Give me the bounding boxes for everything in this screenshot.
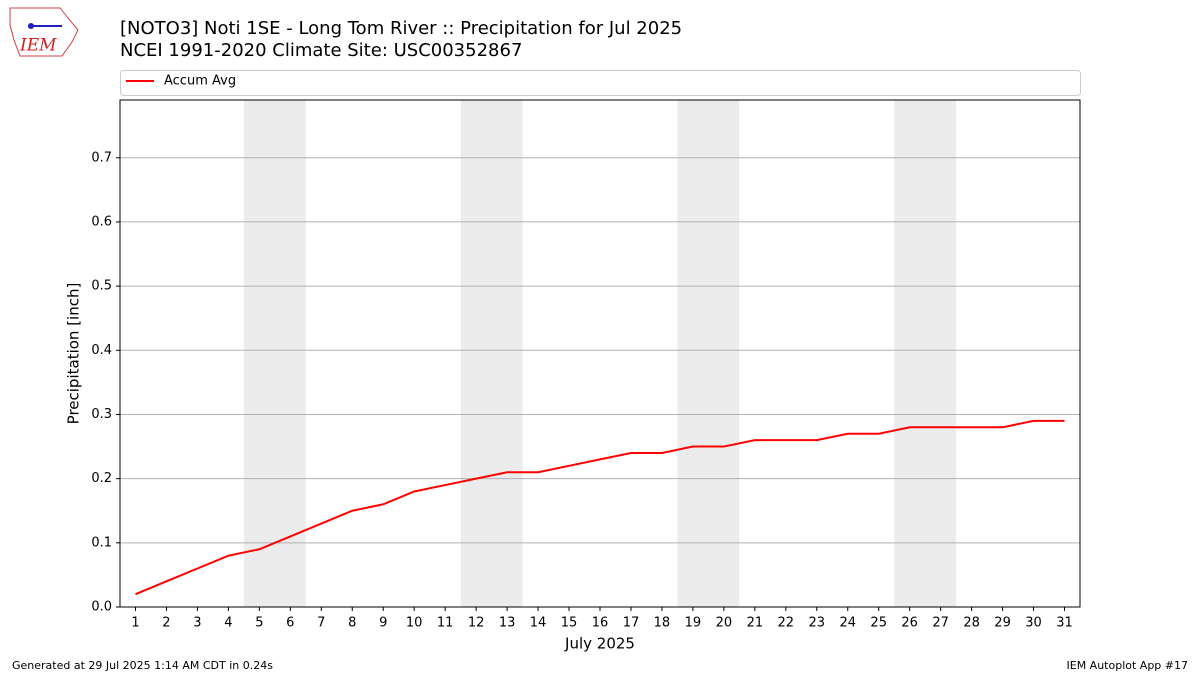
x-tick-label: 16 [592,616,609,631]
series-line [135,419,1065,596]
x-axis-label: July 2025 [564,635,635,653]
x-tick-label: 4 [224,616,232,631]
y-tick-label: 0.2 [91,471,112,486]
x-tick-label: 7 [317,616,325,631]
weekend-band [460,100,523,607]
x-tick-label: 27 [932,616,949,631]
y-tick-label: 0.4 [91,343,112,358]
x-tick-label: 23 [809,616,826,631]
x-tick-label: 13 [499,616,516,631]
footer-left: Generated at 29 Jul 2025 1:14 AM CDT in … [12,659,273,672]
legend-label: Accum Avg [164,74,236,89]
x-tick-label: 6 [286,616,294,631]
x-tick-label: 15 [561,616,578,631]
x-tick-label: 18 [654,616,671,631]
plot-frame [119,99,1081,608]
y-tick-label: 0.7 [91,150,112,165]
x-tick-label: 1 [131,616,139,631]
weekend-band [243,100,306,607]
x-tick-label: 9 [379,616,387,631]
weekend-band [677,100,740,607]
x-tick-label: 25 [870,616,887,631]
legend-box [120,70,1081,96]
x-tick-label: 19 [685,616,702,631]
logo-text: IEM [19,36,57,56]
x-tick-label: 2 [162,616,170,631]
x-tick-label: 10 [406,616,423,631]
x-tick-label: 8 [348,616,356,631]
logo: IEM [9,7,79,57]
weekend-band [894,100,957,607]
x-tick-label: 21 [747,616,764,631]
x-tick-label: 11 [437,616,454,631]
x-tick-label: 31 [1056,616,1073,631]
x-tick-label: 3 [193,616,201,631]
y-tick-label: 0.3 [91,407,112,422]
footer-right: IEM Autoplot App #17 [1067,659,1189,672]
x-tick-label: 24 [839,616,856,631]
x-tick-label: 20 [716,616,733,631]
y-tick-label: 0.6 [91,214,112,229]
logo-outline [9,7,79,57]
x-tick-label: 12 [468,616,485,631]
y-tick-label: 0.1 [91,535,112,550]
chart-title: [NOTO3] Noti 1SE - Long Tom River :: Pre… [120,18,682,39]
x-tick-label: 28 [963,616,980,631]
x-tick-label: 29 [994,616,1011,631]
y-tick-label: 0.0 [91,600,112,615]
y-axis-label: Precipitation [inch] [65,283,83,425]
y-tick-label: 0.5 [91,279,112,294]
x-tick-label: 5 [255,616,263,631]
x-tick-label: 30 [1025,616,1042,631]
x-tick-label: 17 [623,616,640,631]
logo-dot [28,23,34,29]
x-tick-label: 14 [530,616,547,631]
x-tick-label: 26 [901,616,918,631]
x-tick-label: 22 [778,616,795,631]
chart-subtitle: NCEI 1991-2020 Climate Site: USC00352867 [120,40,522,61]
